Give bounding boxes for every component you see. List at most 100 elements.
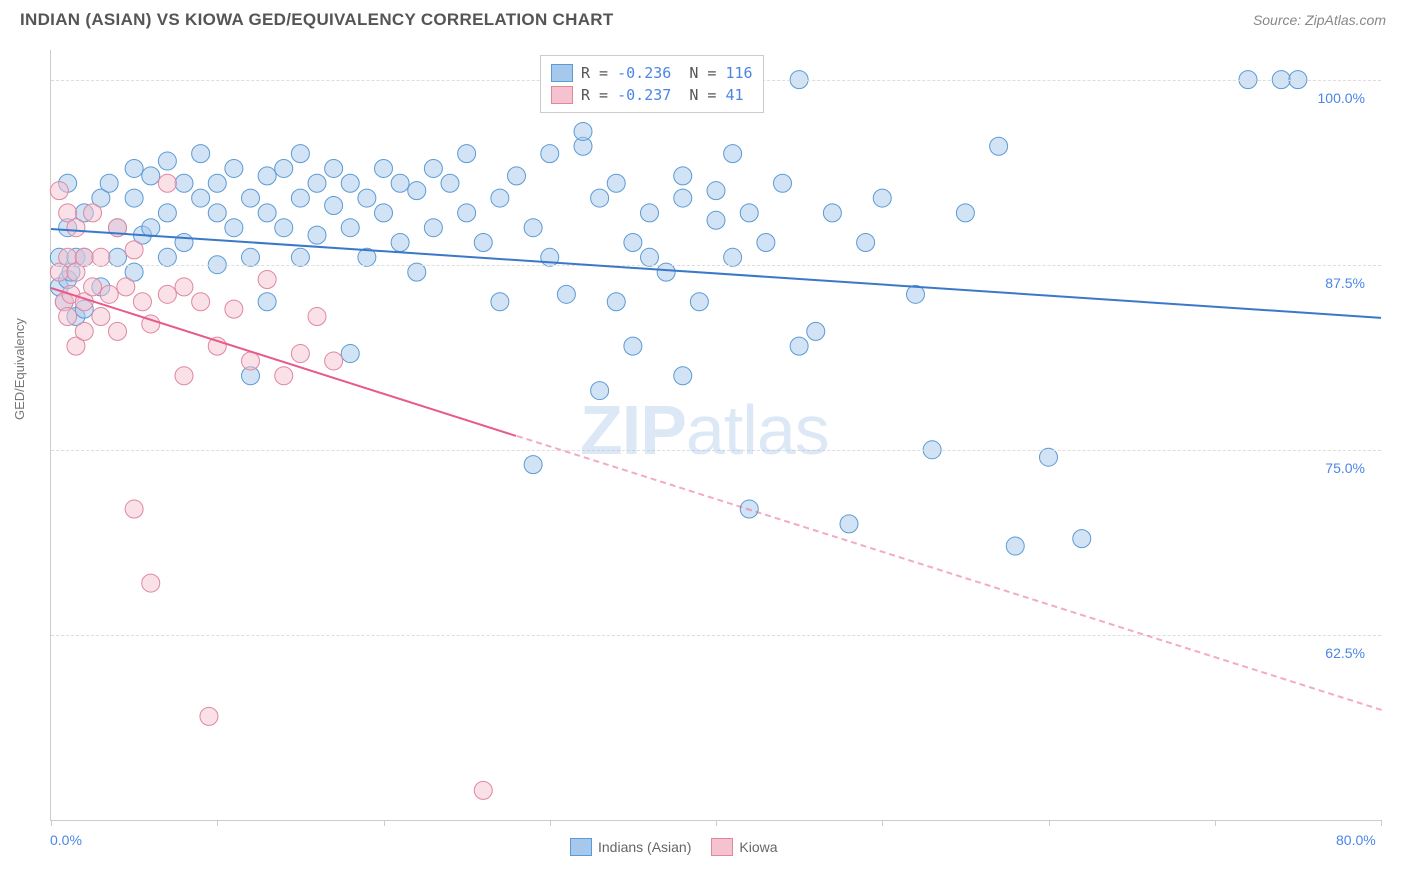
data-point xyxy=(674,367,692,385)
legend-swatch xyxy=(570,838,592,856)
gridline xyxy=(51,635,1381,636)
chart-source: Source: ZipAtlas.com xyxy=(1253,12,1386,28)
data-point xyxy=(308,174,326,192)
x-tick xyxy=(51,820,52,826)
legend-swatch xyxy=(551,86,573,104)
x-end-label: 80.0% xyxy=(1336,832,1376,848)
data-point xyxy=(524,456,542,474)
data-point xyxy=(192,293,210,311)
legend-stat-row: R = -0.237 N = 41 xyxy=(551,84,753,106)
data-point xyxy=(724,248,742,266)
data-point xyxy=(125,241,143,259)
data-point xyxy=(807,322,825,340)
data-point xyxy=(607,293,625,311)
legend-stats: R = -0.236 N = 116R = -0.237 N = 41 xyxy=(540,55,764,113)
data-point xyxy=(50,182,68,200)
data-point xyxy=(275,367,293,385)
data-point xyxy=(92,248,110,266)
scatter-points-layer xyxy=(51,50,1381,820)
legend-series-item: Indians (Asian) xyxy=(570,838,691,856)
data-point xyxy=(258,271,276,289)
data-point xyxy=(242,189,260,207)
data-point xyxy=(557,285,575,303)
legend-series-label: Indians (Asian) xyxy=(598,839,691,855)
chart-title: INDIAN (ASIAN) VS KIOWA GED/EQUIVALENCY … xyxy=(20,10,614,30)
legend-swatch xyxy=(711,838,733,856)
data-point xyxy=(790,337,808,355)
data-point xyxy=(291,189,309,207)
data-point xyxy=(707,182,725,200)
data-point xyxy=(75,248,93,266)
data-point xyxy=(408,263,426,281)
data-point xyxy=(358,189,376,207)
data-point xyxy=(657,263,675,281)
data-point xyxy=(275,219,293,237)
gridline xyxy=(51,265,1381,266)
data-point xyxy=(109,248,127,266)
data-point xyxy=(474,781,492,799)
x-tick xyxy=(550,820,551,826)
data-point xyxy=(84,204,102,222)
data-point xyxy=(225,159,243,177)
y-tick-label: 100.0% xyxy=(1318,90,1365,106)
data-point xyxy=(258,204,276,222)
data-point xyxy=(242,248,260,266)
data-point xyxy=(125,189,143,207)
y-tick-label: 87.5% xyxy=(1325,275,1365,291)
x-tick xyxy=(217,820,218,826)
data-point xyxy=(158,174,176,192)
data-point xyxy=(1073,530,1091,548)
data-point xyxy=(291,248,309,266)
data-point xyxy=(291,345,309,363)
data-point xyxy=(524,219,542,237)
gridline xyxy=(51,450,1381,451)
legend-series-label: Kiowa xyxy=(739,839,777,855)
data-point xyxy=(674,189,692,207)
data-point xyxy=(192,145,210,163)
data-point xyxy=(823,204,841,222)
x-tick xyxy=(882,820,883,826)
data-point xyxy=(740,204,758,222)
data-point xyxy=(990,137,1008,155)
x-tick xyxy=(384,820,385,826)
data-point xyxy=(441,174,459,192)
data-point xyxy=(133,293,151,311)
data-point xyxy=(1006,537,1024,555)
data-point xyxy=(258,167,276,185)
data-point xyxy=(158,204,176,222)
data-point xyxy=(325,159,343,177)
data-point xyxy=(641,248,659,266)
data-point xyxy=(1040,448,1058,466)
data-point xyxy=(175,367,193,385)
x-start-label: 0.0% xyxy=(50,832,82,848)
data-point xyxy=(458,145,476,163)
data-point xyxy=(109,322,127,340)
data-point xyxy=(341,345,359,363)
data-point xyxy=(674,167,692,185)
data-point xyxy=(690,293,708,311)
y-tick-label: 75.0% xyxy=(1325,460,1365,476)
data-point xyxy=(258,293,276,311)
data-point xyxy=(424,159,442,177)
data-point xyxy=(774,174,792,192)
legend-stat-row: R = -0.236 N = 116 xyxy=(551,62,753,84)
data-point xyxy=(84,278,102,296)
data-point xyxy=(100,285,118,303)
data-point xyxy=(92,308,110,326)
data-point xyxy=(158,285,176,303)
data-point xyxy=(375,159,393,177)
data-point xyxy=(508,167,526,185)
data-point xyxy=(208,204,226,222)
data-point xyxy=(225,300,243,318)
data-point xyxy=(408,182,426,200)
data-point xyxy=(325,352,343,370)
data-point xyxy=(100,174,118,192)
data-point xyxy=(591,189,609,207)
data-point xyxy=(391,234,409,252)
data-point xyxy=(840,515,858,533)
data-point xyxy=(200,707,218,725)
data-point xyxy=(325,196,343,214)
legend-series-item: Kiowa xyxy=(711,838,777,856)
data-point xyxy=(724,145,742,163)
data-point xyxy=(308,226,326,244)
